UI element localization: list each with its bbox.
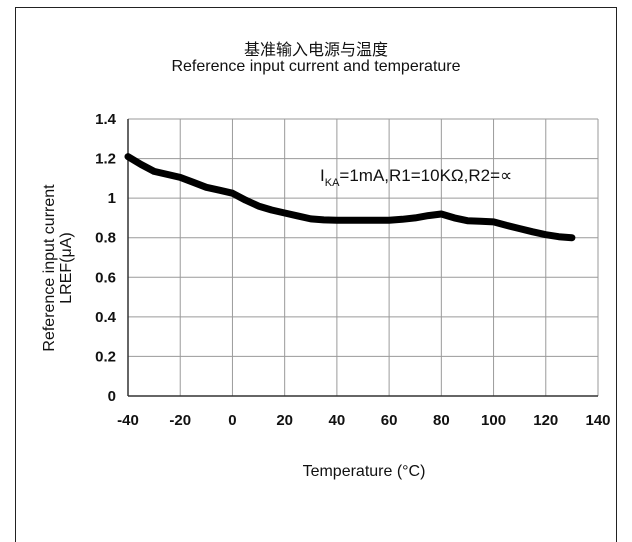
axes <box>127 119 598 397</box>
x-tick-label: -20 <box>169 412 191 429</box>
x-tick-label: 80 <box>433 412 450 429</box>
y-axis-label-line1: Reference input current <box>41 184 58 352</box>
y-tick-labels: 0 0.2 0.4 0.6 0.8 1 1.2 1.4 <box>95 111 117 405</box>
x-tick-label: 100 <box>481 412 506 429</box>
chart-title: 基准输入电源与温度 <box>243 40 388 59</box>
chart-subtitle: Reference input current and temperature <box>171 58 461 75</box>
x-tick-label: 140 <box>585 412 610 429</box>
series-line <box>124 153 576 242</box>
y-tick-label: 0.2 <box>95 348 116 365</box>
y-tick-label: 0.6 <box>95 269 116 286</box>
x-tick-label: -40 <box>117 412 139 429</box>
y-tick-label: 1.4 <box>95 111 117 128</box>
y-tick-label: 0 <box>108 388 116 405</box>
y-tick-label: 0.8 <box>95 230 116 247</box>
grid-lines <box>127 118 599 397</box>
y-tick-label: 1.2 <box>95 151 116 168</box>
annotation-rest: =1mA,R1=10KΩ,R2=∝ <box>339 166 512 185</box>
annotation: IKA=1mA,R1=10KΩ,R2=∝ <box>320 166 512 189</box>
x-tick-label: 120 <box>533 412 558 429</box>
annotation-prefix: I <box>320 166 325 185</box>
x-tick-label: 20 <box>276 412 293 429</box>
y-tick-label: 1 <box>108 190 116 207</box>
y-tick-label: 0.4 <box>95 309 117 326</box>
annotation-subscript: KA <box>325 177 340 189</box>
series-group <box>124 153 576 242</box>
x-tick-label: 0 <box>228 412 236 429</box>
x-axis-label: Temperature (°C) <box>303 463 426 480</box>
x-tick-label: 40 <box>329 412 346 429</box>
x-tick-labels: -40 -20 0 20 40 60 80 100 120 140 <box>117 412 610 429</box>
x-tick-label: 60 <box>381 412 398 429</box>
chart-frame <box>15 7 617 542</box>
y-axis-label-line2: LREF(μA) <box>58 232 75 303</box>
